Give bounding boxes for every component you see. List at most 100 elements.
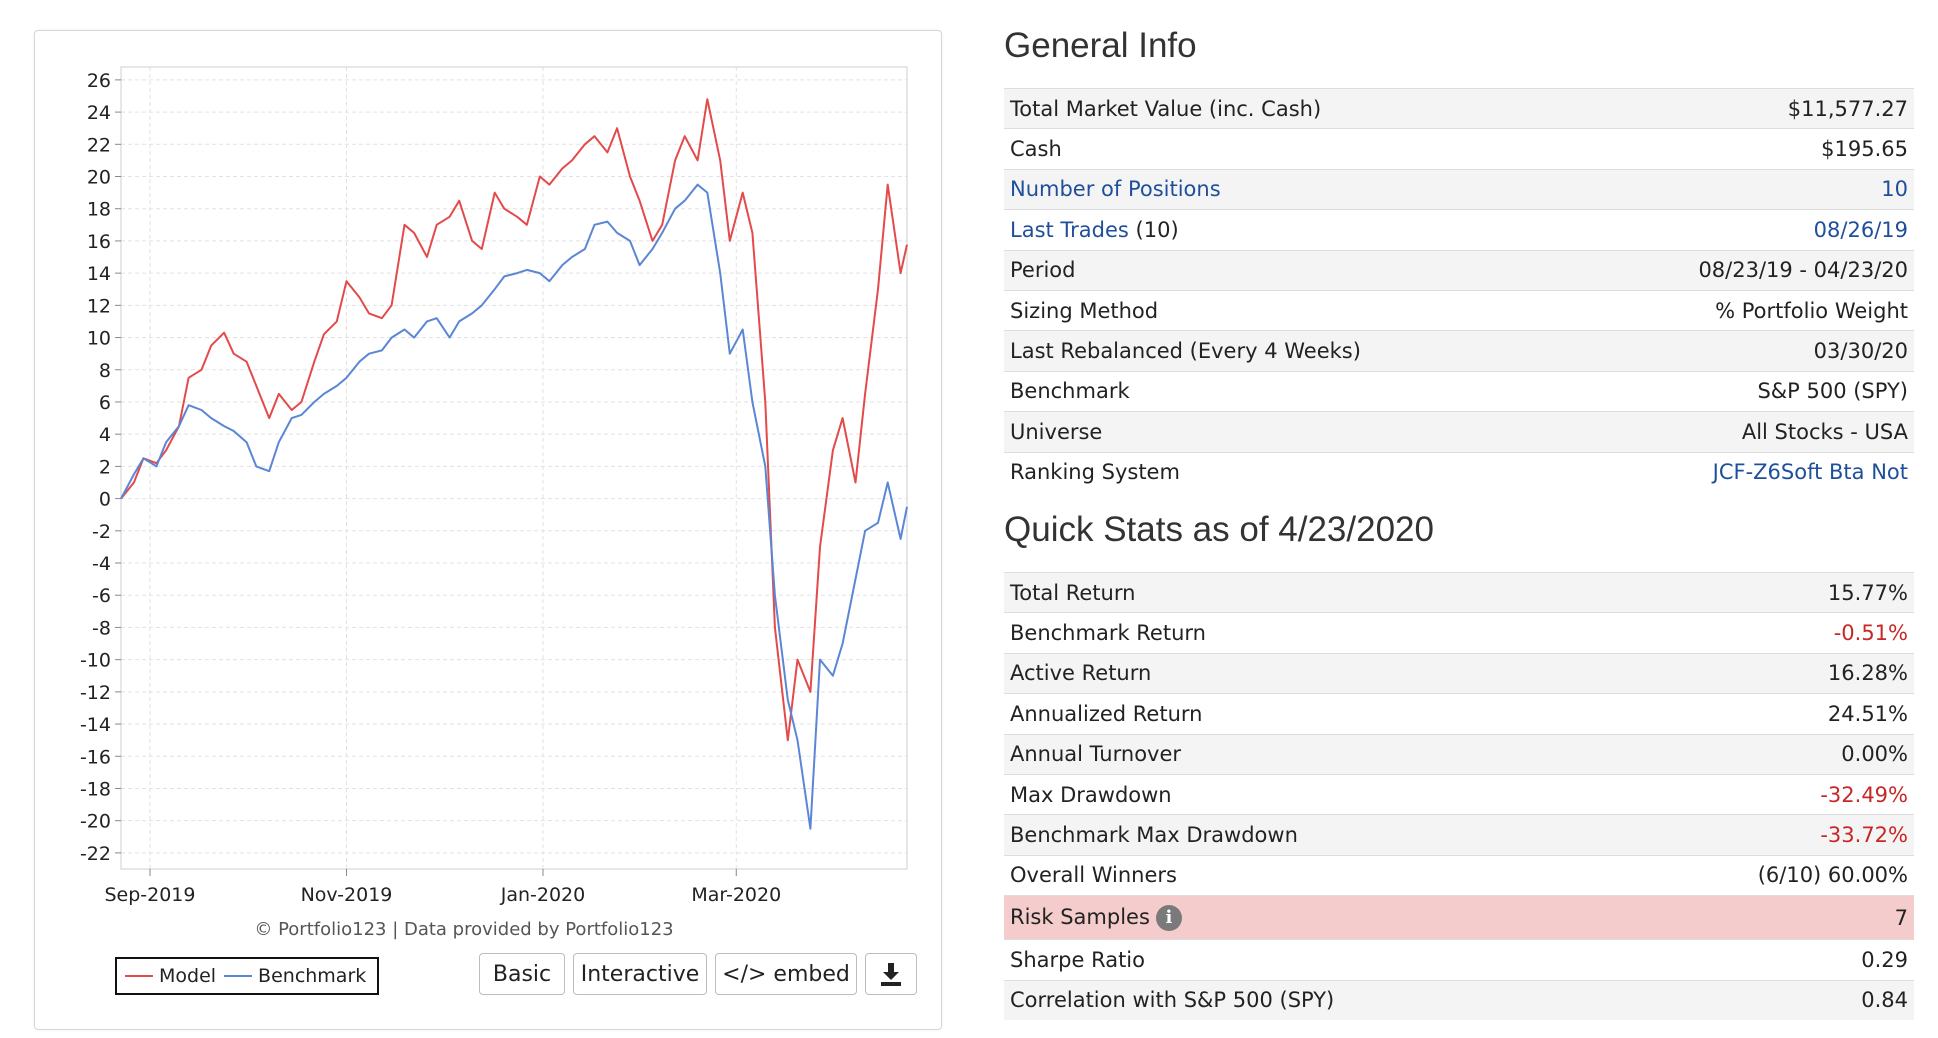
y-tick-label: 0 [99,489,111,511]
stat-label: Annual Turnover [1010,742,1182,767]
embed-button[interactable]: </> embed [715,953,857,995]
info-value: 08/23/19 - 04/23/20 [1698,258,1908,283]
y-tick-label: -12 [80,682,111,704]
y-tick-label: -10 [80,650,111,672]
stat-row-benchmark-return: Benchmark Return -0.51% [1004,612,1914,654]
info-icon[interactable]: i [1155,904,1182,931]
stat-value-negative: -33.72% [1820,823,1908,848]
info-label: Total Market Value (inc. Cash) [1010,96,1322,121]
info-value: $195.65 [1821,137,1908,162]
stat-value: 15.77% [1827,580,1908,605]
info-row-number-of-positions: Number of Positions 10 [1004,169,1914,210]
y-tick-label: 6 [99,392,111,414]
stat-value: 0.84 [1861,988,1908,1013]
last-trades-count: (10) [1128,217,1179,242]
legend-item-benchmark[interactable]: Benchmark [224,965,366,987]
y-axis: 26242220181614121086420-2-4-6-8-10-12-14… [80,70,121,865]
y-tick-label: -8 [92,617,111,639]
stat-row-active-return: Active Return 16.28% [1004,653,1914,694]
stat-row-annualized-return: Annualized Return 24.51% [1004,693,1914,735]
y-tick-label: 22 [87,134,111,156]
info-value: All Stocks - USA [1741,419,1908,444]
stat-label: Benchmark Max Drawdown [1010,823,1298,848]
info-row-total-market-value: Total Market Value (inc. Cash) $11,577.2… [1004,88,1914,129]
y-tick-label: 4 [99,424,111,446]
chart-legend: Model Benchmark [115,957,379,995]
stat-value-negative: -32.49% [1820,782,1908,807]
performance-chart: 26242220181614121086420-2-4-6-8-10-12-14… [80,66,908,940]
number-of-positions-value-link[interactable]: 10 [1881,177,1908,202]
stat-value: 16.28% [1827,661,1908,686]
stat-row-max-drawdown: Max Drawdown -32.49% [1004,774,1914,815]
series-line-model [120,98,908,742]
stat-row-benchmark-max-drawdown: Benchmark Max Drawdown -33.72% [1004,814,1914,856]
y-tick-label: -6 [92,585,111,607]
y-tick-label: -4 [92,553,111,575]
info-value: $11,577.27 [1787,96,1908,121]
plot-frame [120,66,908,870]
y-tick-label: 14 [87,263,111,285]
number-of-positions-link[interactable]: Number of Positions [1010,177,1221,202]
stat-label: Risk Samples [1010,904,1150,929]
info-label: Cash [1010,137,1062,162]
info-label: Sizing Method [1010,298,1159,323]
stat-label: Annualized Return [1010,701,1203,726]
y-tick-label: -22 [80,843,111,865]
y-tick-label: 10 [87,328,111,350]
stat-label: Sharpe Ratio [1010,947,1145,972]
info-label: Ranking System [1010,460,1180,485]
interactive-button[interactable]: Interactive [573,953,707,995]
chart-credit: © Portfolio123 | Data provided by Portfo… [254,919,673,940]
info-value: % Portfolio Weight [1715,298,1908,323]
general-info-table: Total Market Value (inc. Cash) $11,577.2… [1004,88,1914,493]
info-row-universe: Universe All Stocks - USA [1004,411,1914,453]
y-tick-label: -18 [80,778,111,800]
y-tick-label: -20 [80,811,111,833]
stat-value-negative: -0.51% [1833,621,1908,646]
y-tick-label: -16 [80,746,111,768]
info-label: Benchmark [1010,379,1130,404]
y-tick-label: 24 [87,102,111,124]
x-axis: Sep-2019 Nov-2019 Jan-2020 Mar-2020 [104,869,781,906]
stat-label: Max Drawdown [1010,782,1172,807]
y-tick-label: -2 [92,521,111,543]
info-row-ranking-system: Ranking System JCF-Z6Soft Bta Not [1004,452,1914,493]
chart-panel: 26 24 22 20 18 16 14 12 10 8 6 4 2 0 -2 -4 -6 -8 -10 -12 -14… [34,30,942,1030]
ranking-system-link[interactable]: JCF-Z6Soft Bta Not [1712,460,1908,485]
legend-label-benchmark: Benchmark [258,965,367,987]
stat-row-total-return: Total Return 15.77% [1004,572,1914,613]
basic-button[interactable]: Basic [479,953,565,995]
y-tick-label: 18 [87,199,111,221]
legend-item-model[interactable]: Model [125,965,216,987]
info-label: Last Rebalanced (Every 4 Weeks) [1010,339,1361,364]
legend-label-model: Model [159,965,217,987]
info-row-cash: Cash $195.65 [1004,128,1914,170]
stat-label: Active Return [1010,661,1152,686]
y-tick-label: 2 [99,456,111,478]
stat-row-overall-winners: Overall Winners (6/10) 60.00% [1004,855,1914,896]
legend-swatch-benchmark [224,975,253,977]
last-trades-link[interactable]: Last Trades [1010,217,1129,242]
stat-row-correlation: Correlation with S&P 500 (SPY) 0.84 [1004,980,1914,1021]
info-value: 03/30/20 [1813,339,1908,364]
download-icon [881,963,901,986]
info-row-sizing-method: Sizing Method % Portfolio Weight [1004,290,1914,331]
x-tick-label: Nov-2019 [301,884,393,906]
y-tick-label: 16 [87,231,111,253]
stat-row-risk-samples: Risk Samples i 7 [1004,895,1914,940]
stat-value: 0.00% [1841,742,1908,767]
general-info-title: General Info [1004,26,1197,65]
info-row-period: Period 08/23/19 - 04/23/20 [1004,250,1914,291]
last-trades-date-link[interactable]: 08/26/19 [1813,217,1908,242]
legend-swatch-model [125,975,153,977]
x-tick-label: Jan-2020 [500,884,586,906]
y-tick-label: 20 [87,167,111,189]
stat-value: 24.51% [1827,701,1908,726]
x-tick-label: Sep-2019 [104,884,195,906]
info-row-last-trades: Last Trades (10) 08/26/19 [1004,209,1914,251]
stat-label: Total Return [1010,580,1136,605]
download-button[interactable] [865,953,917,995]
info-label: Period [1010,258,1076,283]
stat-label: Overall Winners [1010,863,1177,888]
y-tick-label: -14 [80,714,111,736]
